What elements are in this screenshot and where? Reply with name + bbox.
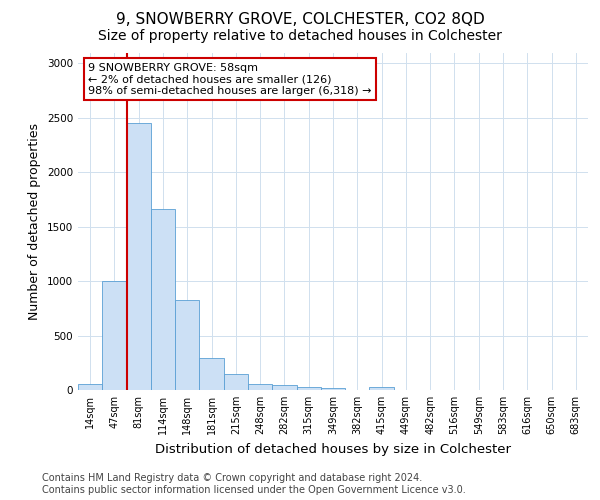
Bar [127,124,151,390]
Bar [78,384,102,390]
X-axis label: Distribution of detached houses by size in Colchester: Distribution of detached houses by size … [155,442,511,456]
Bar [272,385,296,390]
Bar [175,300,199,390]
Text: Size of property relative to detached houses in Colchester: Size of property relative to detached ho… [98,29,502,43]
Text: 9, SNOWBERRY GROVE, COLCHESTER, CO2 8QD: 9, SNOWBERRY GROVE, COLCHESTER, CO2 8QD [116,12,484,26]
Bar [224,374,248,390]
Bar [248,384,272,390]
Text: Contains HM Land Registry data © Crown copyright and database right 2024.
Contai: Contains HM Land Registry data © Crown c… [42,474,466,495]
Bar [296,386,321,390]
Bar [102,281,127,390]
Bar [370,388,394,390]
Bar [321,388,345,390]
Bar [151,210,175,390]
Text: 9 SNOWBERRY GROVE: 58sqm
← 2% of detached houses are smaller (126)
98% of semi-d: 9 SNOWBERRY GROVE: 58sqm ← 2% of detache… [88,62,372,96]
Y-axis label: Number of detached properties: Number of detached properties [28,122,41,320]
Bar [199,358,224,390]
